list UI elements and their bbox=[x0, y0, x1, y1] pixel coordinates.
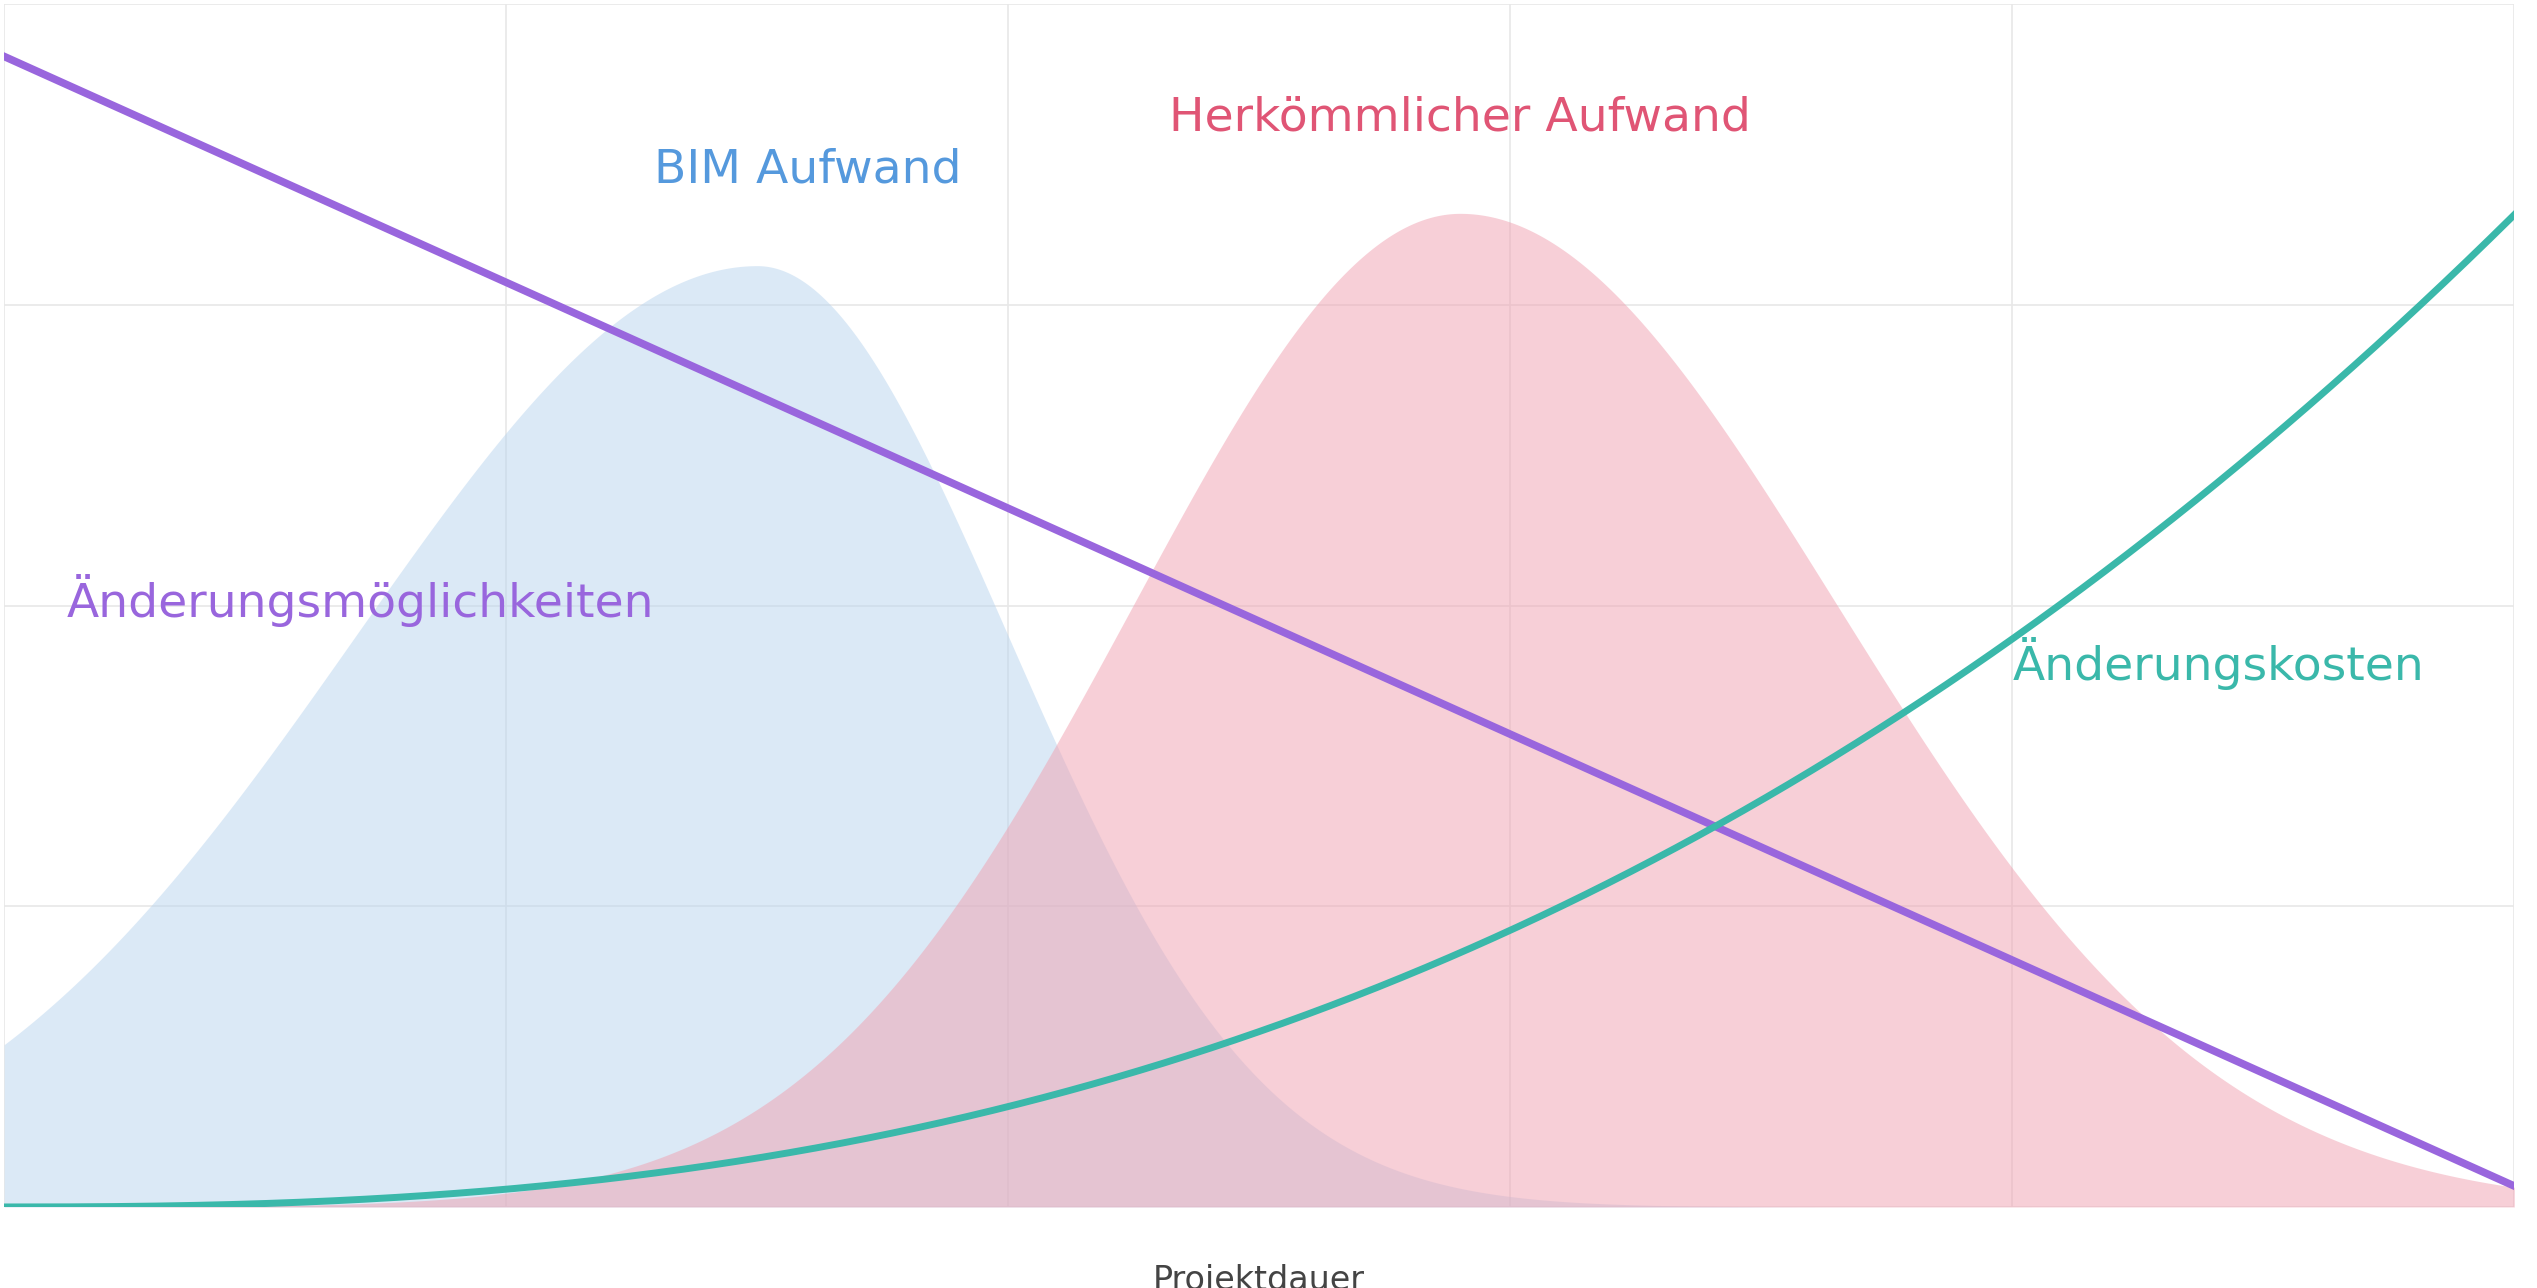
Text: BIM Aufwand: BIM Aufwand bbox=[655, 147, 962, 192]
Text: Änderungsmöglichkeiten: Änderungsmöglichkeiten bbox=[66, 574, 655, 627]
Text: Änderungskosten: Änderungskosten bbox=[2012, 636, 2423, 689]
Text: Herkömmlicher Aufwand: Herkömmlicher Aufwand bbox=[1170, 95, 1751, 140]
Text: Projektdauer: Projektdauer bbox=[1154, 1264, 1365, 1288]
